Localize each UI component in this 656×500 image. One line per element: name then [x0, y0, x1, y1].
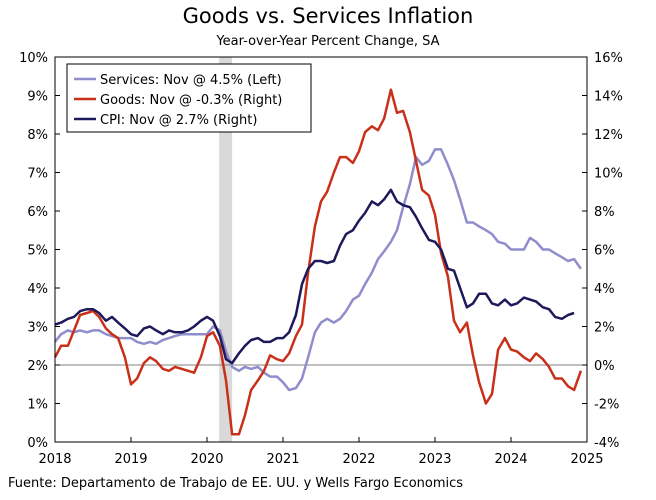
right-tick-label: 8%: [594, 205, 615, 220]
x-tick-label: 2022: [342, 452, 375, 467]
right-tick-label: 10%: [594, 167, 623, 182]
left-tick-label: 2%: [27, 359, 48, 374]
right-tick-label: 0%: [594, 359, 615, 374]
chart-title: Goods vs. Services Inflation: [182, 4, 474, 28]
x-tick-label: 2023: [418, 452, 451, 467]
left-tick-label: 10%: [19, 51, 48, 66]
left-tick-label: 6%: [27, 205, 48, 220]
legend-label: CPI: Nov @ 2.7% (Right): [100, 113, 257, 128]
x-tick-label: 2018: [38, 452, 71, 467]
legend-label: Services: Nov @ 4.5% (Left): [100, 73, 282, 88]
series-line-services: [54, 148, 582, 392]
right-tick-label: 6%: [594, 244, 615, 259]
left-tick-label: 4%: [27, 282, 48, 297]
right-tick-label: 2%: [594, 321, 615, 336]
x-tick-label: 2024: [494, 452, 527, 467]
left-tick-label: 0%: [27, 436, 48, 451]
x-tick-label: 2021: [266, 452, 299, 467]
x-tick-label: 2019: [114, 452, 147, 467]
left-tick-label: 3%: [27, 321, 48, 336]
legend-label: Goods: Nov @ -0.3% (Right): [100, 93, 282, 108]
left-tick-label: 5%: [27, 244, 48, 259]
left-tick-label: 8%: [27, 128, 48, 143]
plot-frame: [54, 56, 588, 443]
right-tick-label: -2%: [594, 398, 619, 413]
left-tick-label: 7%: [27, 167, 48, 182]
right-tick-label: 14%: [594, 90, 623, 105]
right-tick-label: 12%: [594, 128, 623, 143]
right-tick-label: 4%: [594, 282, 615, 297]
right-tick-label: 16%: [594, 51, 623, 66]
chart-source: Fuente: Departamento de Trabajo de EE. U…: [8, 476, 464, 491]
series-line-cpi: [54, 188, 575, 365]
left-tick-label: 1%: [27, 398, 48, 413]
x-tick-label: 2025: [570, 452, 603, 467]
legend-box: [66, 63, 312, 133]
right-tick-label: -4%: [594, 436, 619, 451]
x-tick-label: 2020: [190, 452, 223, 467]
chart-subtitle: Year-over-Year Percent Change, SA: [216, 34, 440, 49]
left-tick-label: 9%: [27, 90, 48, 105]
series-line-goods: [53, 88, 583, 436]
